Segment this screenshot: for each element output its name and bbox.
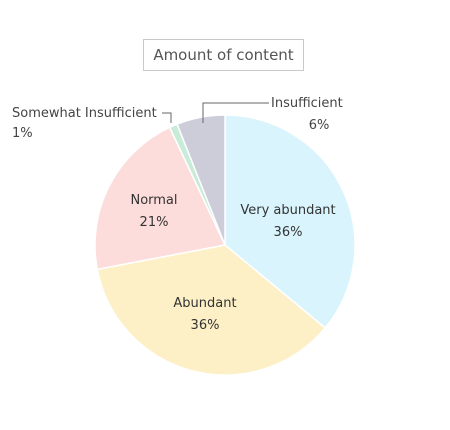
chart-title: Amount of content — [143, 39, 304, 71]
leader-line-somewhat-insufficient — [162, 112, 172, 123]
pie-slice-normal — [94, 126, 227, 271]
slice-label-normal: Normal — [130, 193, 177, 208]
slice-label-abundant: Abundant — [173, 296, 236, 311]
slice-label-somewhat-insufficient: Somewhat Insufficient — [12, 106, 157, 121]
pie-slice-very-abundant — [224, 114, 356, 329]
slice-value-somewhat-insufficient: 1% — [12, 126, 33, 141]
slice-label-very-abundant: Very abundant — [240, 203, 335, 218]
slice-value-very-abundant: 36% — [274, 225, 303, 240]
slice-value-insufficient: 6% — [309, 118, 330, 133]
slice-label-insufficient: Insufficient — [271, 96, 343, 111]
leader-lines — [162, 102, 269, 123]
slice-value-abundant: 36% — [191, 318, 220, 333]
pie-slice-insufficient — [176, 114, 226, 246]
pie-slices — [94, 114, 356, 376]
slice-value-normal: 21% — [140, 215, 169, 230]
leader-line-insufficient — [202, 102, 269, 123]
pie-slice-abundant — [96, 244, 327, 376]
